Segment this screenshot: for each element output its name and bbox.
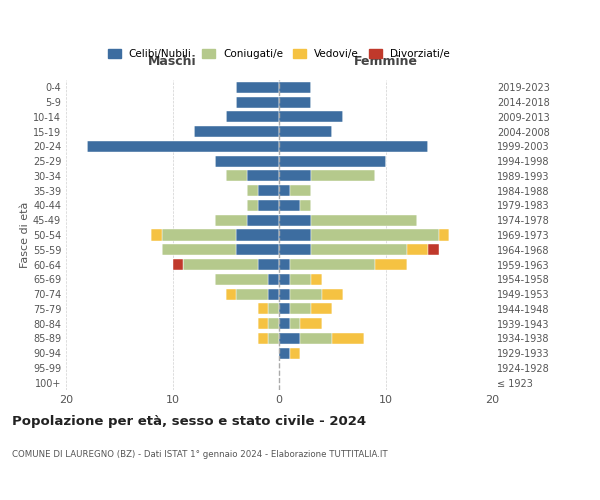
- Text: Popolazione per età, sesso e stato civile - 2024: Popolazione per età, sesso e stato civil…: [12, 415, 366, 428]
- Bar: [279, 112, 343, 122]
- Bar: [279, 200, 301, 211]
- Bar: [290, 318, 300, 329]
- Bar: [279, 259, 290, 270]
- Bar: [279, 214, 311, 226]
- Bar: [375, 259, 407, 270]
- Bar: [268, 274, 279, 285]
- Bar: [88, 141, 279, 152]
- Bar: [236, 230, 279, 240]
- Bar: [258, 318, 268, 329]
- Bar: [258, 333, 268, 344]
- Bar: [268, 333, 279, 344]
- Bar: [279, 156, 386, 166]
- Bar: [226, 112, 279, 122]
- Bar: [279, 333, 301, 344]
- Bar: [279, 170, 311, 181]
- Bar: [162, 230, 236, 240]
- Bar: [279, 185, 290, 196]
- Bar: [290, 348, 300, 358]
- Bar: [226, 170, 247, 181]
- Bar: [162, 244, 236, 256]
- Bar: [322, 288, 343, 300]
- Bar: [301, 318, 322, 329]
- Text: Femmine: Femmine: [353, 54, 418, 68]
- Bar: [247, 200, 258, 211]
- Bar: [311, 244, 407, 256]
- Bar: [247, 214, 279, 226]
- Bar: [279, 244, 311, 256]
- Bar: [311, 230, 439, 240]
- Bar: [151, 230, 162, 240]
- Bar: [279, 126, 332, 137]
- Bar: [279, 288, 290, 300]
- Bar: [183, 259, 258, 270]
- Legend: Celibi/Nubili, Coniugati/e, Vedovi/e, Divorziati/e: Celibi/Nubili, Coniugati/e, Vedovi/e, Di…: [104, 45, 454, 64]
- Bar: [290, 185, 311, 196]
- Bar: [311, 304, 332, 314]
- Bar: [290, 274, 311, 285]
- Bar: [268, 318, 279, 329]
- Bar: [279, 304, 290, 314]
- Bar: [279, 82, 311, 93]
- Bar: [279, 96, 311, 108]
- Bar: [258, 304, 268, 314]
- Bar: [268, 304, 279, 314]
- Bar: [258, 185, 279, 196]
- Bar: [236, 288, 268, 300]
- Bar: [290, 304, 311, 314]
- Bar: [215, 274, 268, 285]
- Bar: [258, 200, 279, 211]
- Bar: [173, 259, 183, 270]
- Bar: [236, 82, 279, 93]
- Bar: [215, 156, 279, 166]
- Bar: [428, 244, 439, 256]
- Bar: [215, 214, 247, 226]
- Bar: [247, 185, 258, 196]
- Bar: [311, 170, 375, 181]
- Text: COMUNE DI LAUREGNO (BZ) - Dati ISTAT 1° gennaio 2024 - Elaborazione TUTTITALIA.I: COMUNE DI LAUREGNO (BZ) - Dati ISTAT 1° …: [12, 450, 388, 459]
- Bar: [301, 200, 311, 211]
- Bar: [236, 96, 279, 108]
- Bar: [301, 333, 332, 344]
- Bar: [290, 288, 322, 300]
- Bar: [226, 288, 236, 300]
- Bar: [279, 230, 311, 240]
- Bar: [279, 274, 290, 285]
- Bar: [439, 230, 449, 240]
- Bar: [311, 274, 322, 285]
- Bar: [279, 318, 290, 329]
- Bar: [268, 288, 279, 300]
- Bar: [290, 259, 375, 270]
- Bar: [311, 214, 418, 226]
- Bar: [236, 244, 279, 256]
- Bar: [194, 126, 279, 137]
- Bar: [407, 244, 428, 256]
- Bar: [279, 348, 290, 358]
- Y-axis label: Fasce di età: Fasce di età: [20, 202, 30, 268]
- Bar: [247, 170, 279, 181]
- Text: Maschi: Maschi: [148, 54, 197, 68]
- Bar: [332, 333, 364, 344]
- Bar: [279, 141, 428, 152]
- Bar: [258, 259, 279, 270]
